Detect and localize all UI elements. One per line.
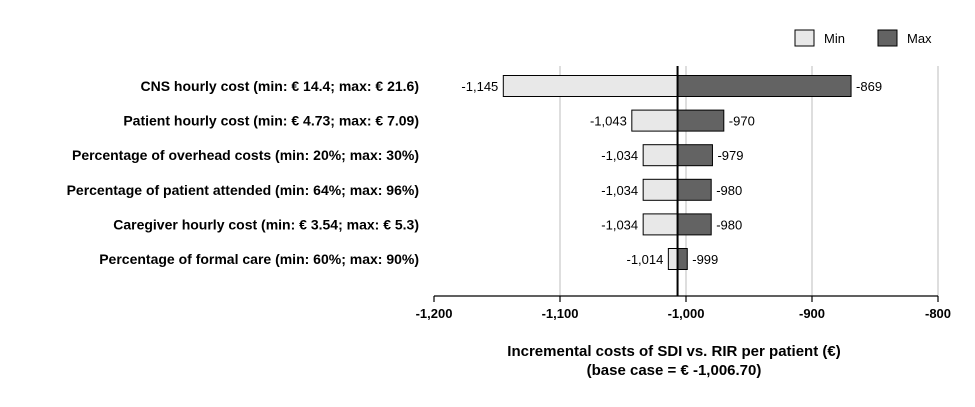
bar-max bbox=[677, 248, 688, 270]
data-label-max: -999 bbox=[692, 252, 718, 267]
category-label: Percentage of formal care (min: 60%; max… bbox=[99, 251, 419, 267]
data-label-min: -1,034 bbox=[601, 148, 638, 163]
bar-max bbox=[677, 109, 725, 132]
data-label-min: -1,043 bbox=[590, 114, 627, 129]
legend-label: Min bbox=[824, 31, 845, 46]
data-label-min: -1,034 bbox=[601, 217, 638, 232]
x-axis-subtitle: (base case = € -1,006.70) bbox=[587, 362, 762, 379]
bar-max bbox=[677, 75, 852, 97]
category-label: CNS hourly cost (min: € 14.4; max: € 21.… bbox=[140, 78, 419, 94]
legend: Min Max bbox=[794, 29, 932, 47]
x-tick-label: -800 bbox=[925, 306, 951, 321]
category-label: Percentage of patient attended (min: 64%… bbox=[67, 182, 419, 198]
data-label-max: -979 bbox=[717, 148, 743, 163]
legend-swatch bbox=[794, 29, 815, 47]
labels: CNS hourly cost (min: € 14.4; max: € 21.… bbox=[67, 78, 883, 267]
bars bbox=[502, 66, 852, 296]
bar-max bbox=[677, 144, 713, 167]
bar-max bbox=[677, 213, 712, 236]
bar-max bbox=[677, 178, 712, 201]
data-label-max: -869 bbox=[856, 79, 882, 94]
bar-min bbox=[631, 109, 679, 132]
x-axis-title: Incremental costs of SDI vs. RIR per pat… bbox=[507, 343, 840, 360]
category-label: Patient hourly cost (min: € 4.73; max: €… bbox=[123, 113, 419, 129]
x-axis: -1,200 -1,100 -1,000 -900 -800 bbox=[416, 295, 951, 321]
x-tick-label: -1,100 bbox=[542, 306, 579, 321]
legend-label: Max bbox=[907, 31, 932, 46]
bar-min bbox=[642, 178, 679, 201]
legend-swatch bbox=[877, 29, 898, 47]
bar-min bbox=[642, 144, 679, 167]
data-label-max: -980 bbox=[716, 217, 742, 232]
x-tick-label: -1,200 bbox=[416, 306, 453, 321]
data-label-min: -1,145 bbox=[461, 79, 498, 94]
bar-min bbox=[667, 248, 679, 270]
x-tick-label: -1,000 bbox=[668, 306, 705, 321]
category-label: Percentage of overhead costs (min: 20%; … bbox=[72, 147, 419, 163]
data-label-max: -980 bbox=[716, 183, 742, 198]
category-label: Caregiver hourly cost (min: € 3.54; max:… bbox=[113, 216, 419, 232]
bar-min bbox=[642, 213, 679, 236]
grid-lines bbox=[559, 66, 939, 296]
x-tick-label: -900 bbox=[799, 306, 825, 321]
data-label-max: -970 bbox=[729, 114, 755, 129]
data-label-min: -1,014 bbox=[626, 252, 663, 267]
bar-min bbox=[502, 75, 679, 97]
data-label-min: -1,034 bbox=[601, 183, 638, 198]
